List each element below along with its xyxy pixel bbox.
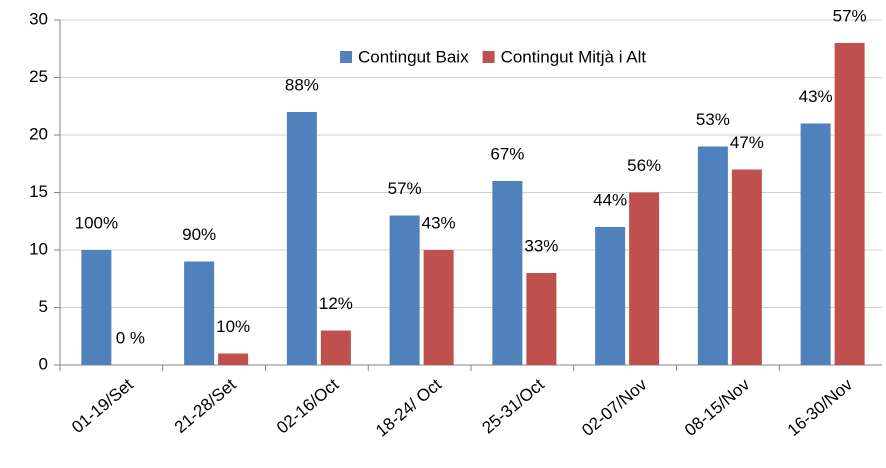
bar (286, 112, 317, 365)
bar-annotation: 44% (593, 190, 627, 209)
bar (389, 215, 420, 365)
y-tick-label: 20 (29, 124, 48, 143)
legend-swatch (340, 51, 352, 63)
bar-annotation: 0 % (116, 328, 145, 347)
bar (320, 330, 351, 365)
bar-annotation: 57% (388, 179, 422, 198)
legend-swatch (482, 51, 495, 63)
x-tick-label: 02-16/Oct (273, 375, 343, 438)
bar (184, 261, 215, 365)
bar-annotation: 90% (182, 225, 216, 244)
y-tick-label: 0 (39, 354, 48, 373)
bar (800, 123, 831, 365)
bar-annotation: 43% (799, 87, 833, 106)
bar (526, 273, 557, 365)
bar (731, 169, 762, 365)
bar-annotation: 100% (75, 213, 118, 232)
x-tick-label: 18-24/ Oct (372, 375, 445, 441)
x-tick-label: 21-28/Set (171, 375, 240, 437)
y-tick-label: 15 (29, 182, 48, 201)
x-tick-label: 01-19/Set (68, 375, 137, 437)
bar (81, 250, 112, 365)
bar-annotation: 88% (285, 75, 319, 94)
bar (595, 227, 626, 365)
bar (697, 146, 728, 365)
y-tick-label: 25 (29, 67, 48, 86)
y-tick-label: 10 (29, 239, 48, 258)
bar-annotation: 43% (422, 213, 456, 232)
bar (629, 192, 660, 365)
bar-annotation: 67% (490, 144, 524, 163)
x-tick-label: 08-15/Nov (681, 375, 754, 440)
bar-annotation: 53% (696, 110, 730, 129)
bar (492, 181, 523, 365)
y-tick-label: 5 (39, 297, 48, 316)
bar (834, 43, 865, 365)
x-tick-label: 02-07/Nov (578, 375, 651, 440)
bar (423, 250, 454, 365)
bar-annotation: 47% (730, 133, 764, 152)
bar-annotation: 56% (627, 156, 661, 175)
bar (218, 353, 249, 365)
legend-label: Contingut Baix (358, 47, 469, 66)
bar-annotation: 57% (833, 6, 867, 25)
y-tick-label: 30 (29, 9, 48, 28)
bar-annotation: 10% (216, 317, 250, 336)
x-tick-label: 25-31/Oct (478, 375, 548, 438)
bar-annotation: 12% (319, 294, 353, 313)
x-tick-label: 16-30/Nov (784, 375, 857, 440)
legend-label: Contingut Mitjà i Alt (501, 47, 647, 66)
bar-annotation: 33% (524, 236, 558, 255)
